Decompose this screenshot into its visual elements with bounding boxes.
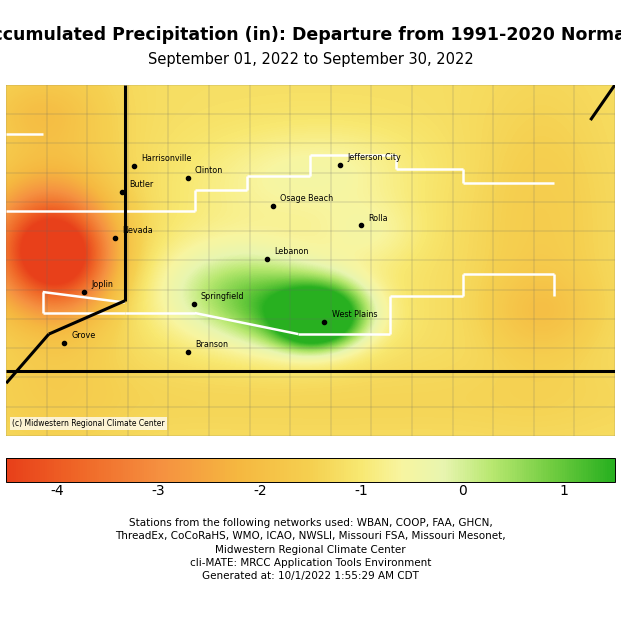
Text: Clinton: Clinton [195, 166, 223, 175]
Text: Stations from the following networks used: WBAN, COOP, FAA, GHCN,
ThreadEx, CoCo: Stations from the following networks use… [115, 518, 506, 581]
Text: -3: -3 [152, 484, 165, 498]
Text: Accumulated Precipitation (in): Departure from 1991-2020 Normals: Accumulated Precipitation (in): Departur… [0, 26, 621, 44]
Text: Butler: Butler [129, 180, 153, 189]
Text: 1: 1 [560, 484, 568, 498]
Text: (c) Midwestern Regional Climate Center: (c) Midwestern Regional Climate Center [12, 419, 165, 428]
Text: Grove: Grove [71, 331, 96, 340]
Text: -1: -1 [355, 484, 368, 498]
Bar [6, 459, 615, 482]
Text: Lebanon: Lebanon [274, 247, 309, 256]
Text: West Plains: West Plains [332, 310, 378, 319]
Text: -4: -4 [50, 484, 64, 498]
Text: 0: 0 [458, 484, 467, 498]
Text: Osage Beach: Osage Beach [280, 194, 333, 204]
Text: Joplin: Joplin [91, 280, 113, 289]
Text: Jefferson City: Jefferson City [347, 153, 401, 162]
Text: Branson: Branson [195, 340, 228, 349]
Text: -2: -2 [253, 484, 266, 498]
Text: September 01, 2022 to September 30, 2022: September 01, 2022 to September 30, 2022 [148, 52, 473, 66]
Text: Rolla: Rolla [368, 214, 388, 223]
Text: Springfield: Springfield [201, 292, 245, 301]
Text: Harrisonville: Harrisonville [142, 154, 192, 163]
Text: Nevada: Nevada [122, 226, 153, 235]
